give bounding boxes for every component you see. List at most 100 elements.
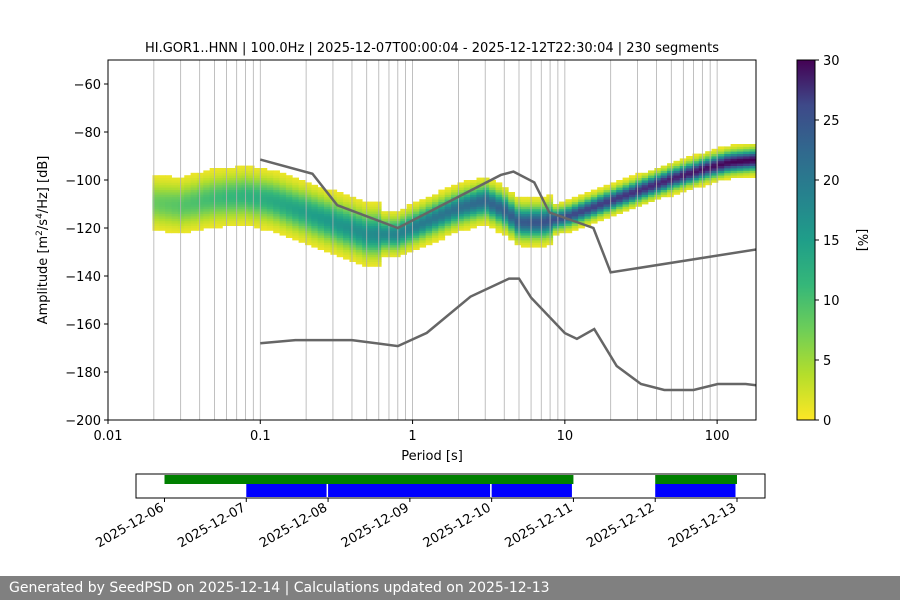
heatmap-cell xyxy=(393,249,401,253)
heatmap-cell xyxy=(266,223,274,226)
heatmap-cell xyxy=(540,206,547,210)
heatmap-cell xyxy=(349,216,357,219)
heatmap-cell xyxy=(412,230,420,234)
heatmap-cell xyxy=(349,206,357,210)
heatmap-cell xyxy=(425,204,433,207)
heatmap-cell xyxy=(292,206,300,210)
heatmap-cell xyxy=(520,232,528,236)
heatmap-cell xyxy=(292,180,300,183)
heatmap-cell xyxy=(374,242,382,246)
heatmap-cell xyxy=(635,199,643,202)
heatmap-cell xyxy=(482,196,490,200)
heatmap-cell xyxy=(311,213,319,217)
heatmap-cell xyxy=(673,187,681,190)
y-tick-label: −140 xyxy=(65,270,101,285)
heatmap-cell xyxy=(247,223,255,226)
heatmap-cell xyxy=(482,220,490,224)
heatmap-cell xyxy=(533,232,541,236)
heatmap-cell xyxy=(298,211,306,214)
heatmap-cell xyxy=(692,153,700,157)
heatmap-cell xyxy=(559,220,566,224)
heatmap-cell xyxy=(235,206,242,210)
heatmap-cell xyxy=(495,194,503,198)
heatmap-cell xyxy=(304,228,312,231)
heatmap-cell xyxy=(177,192,185,195)
heatmap-cell xyxy=(368,220,376,224)
heatmap-cell xyxy=(495,225,503,229)
heatmap-cell xyxy=(184,192,192,195)
heatmap-cell xyxy=(622,206,630,210)
heatmap-cell xyxy=(298,220,306,224)
heatmap-cell xyxy=(654,180,662,183)
heatmap-cell xyxy=(444,213,452,217)
heatmap-cell xyxy=(266,189,274,193)
heatmap-cell xyxy=(692,170,700,174)
heatmap-cell xyxy=(400,218,408,222)
heatmap-cell xyxy=(444,225,452,229)
heatmap-cell xyxy=(216,180,223,183)
heatmap-cell xyxy=(203,223,211,226)
heatmap-cell xyxy=(387,235,395,238)
heatmap-cell xyxy=(686,187,693,190)
nlnm-curve xyxy=(260,277,756,392)
heatmap-cell xyxy=(336,247,344,250)
heatmap-cell xyxy=(432,232,439,236)
heatmap-cell xyxy=(387,216,395,219)
colorbar-tick-label: 25 xyxy=(823,114,840,129)
heatmap-cell xyxy=(444,199,452,202)
heatmap-cell xyxy=(730,153,738,157)
heatmap-cell xyxy=(222,208,230,212)
heatmap-cell xyxy=(317,242,325,246)
heatmap-cell xyxy=(241,220,249,224)
heatmap-cell xyxy=(222,168,230,171)
heatmap-cell xyxy=(412,240,420,243)
heatmap-cell xyxy=(273,192,280,195)
heatmap-cell xyxy=(482,199,490,202)
heatmap-cell xyxy=(279,204,287,207)
heatmap-cell xyxy=(609,182,617,186)
heatmap-cell xyxy=(381,225,388,229)
heatmap-cell xyxy=(184,225,192,229)
heatmap-cell xyxy=(533,201,541,205)
heatmap-cell xyxy=(368,261,376,265)
heatmap-cell xyxy=(400,228,408,231)
heatmap-cell xyxy=(343,230,350,234)
heatmap-cell xyxy=(749,168,756,171)
heatmap-cell xyxy=(533,213,541,217)
heatmap-cell xyxy=(235,175,242,178)
heatmap-cell xyxy=(311,225,319,229)
heatmap-cell xyxy=(216,213,223,217)
heatmap-cell xyxy=(470,182,477,186)
heatmap-cell xyxy=(304,218,312,222)
heatmap-cell xyxy=(171,230,179,234)
heatmap-cell xyxy=(222,172,230,176)
heatmap-cell xyxy=(285,199,293,202)
heatmap-cell xyxy=(177,180,185,183)
heatmap-cell xyxy=(565,223,573,226)
heatmap-cell xyxy=(705,153,712,157)
heatmap-cell xyxy=(489,213,496,217)
heatmap-cell xyxy=(400,240,408,243)
heatmap-cell xyxy=(743,151,751,154)
heatmap-cell xyxy=(355,213,363,217)
heatmap-cell xyxy=(470,194,477,198)
heatmap-cell xyxy=(216,182,223,186)
heatmap-cell xyxy=(597,194,604,198)
heatmap-cell xyxy=(209,192,217,195)
heatmap-cell xyxy=(190,208,198,212)
heatmap-cell xyxy=(540,232,547,236)
heatmap-cell xyxy=(228,213,236,217)
heatmap-cell xyxy=(324,218,331,222)
heatmap-cell xyxy=(152,194,160,198)
heatmap-cell xyxy=(381,254,388,258)
heatmap-cell xyxy=(444,194,452,198)
heatmap-cell xyxy=(673,165,681,169)
heatmap-cell xyxy=(444,189,452,193)
heatmap-cell xyxy=(520,216,528,219)
heatmap-cell xyxy=(514,208,522,212)
heatmap-cell xyxy=(419,235,427,238)
heatmap-cell xyxy=(584,196,592,200)
heatmap-cell xyxy=(400,247,408,250)
heatmap-cell xyxy=(476,194,484,198)
heatmap-cell xyxy=(743,148,751,152)
